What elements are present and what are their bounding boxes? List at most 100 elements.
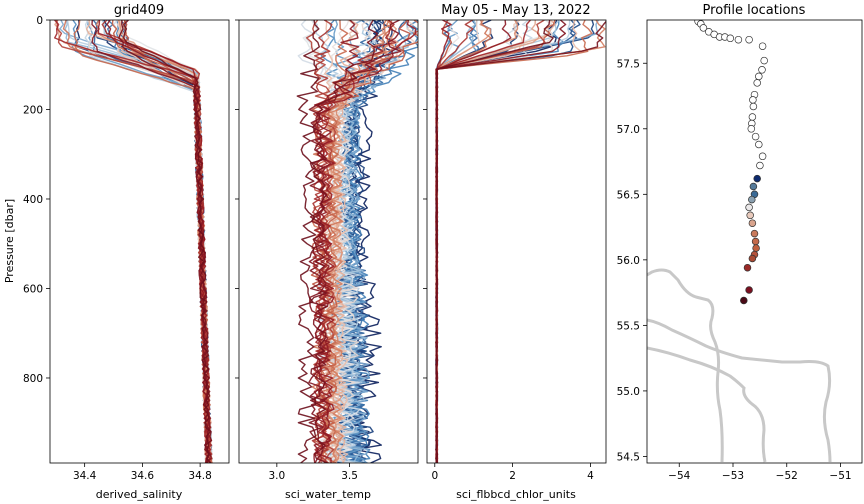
profile-location-marker [745,203,753,212]
profile-line [435,20,582,463]
profile-line [435,20,519,463]
profile-line [435,20,480,463]
y-tick-label: 800 [23,373,43,385]
profile-location-marker [749,102,758,111]
map-panel: −54 −53 −52 −51 54.5 55.0 55.5 56.0 56.5 57.0 57.… [617,3,863,482]
y-tick-label: 57.0 [617,124,640,136]
profile-location-marker [751,237,760,246]
profile-location-marker [748,195,756,204]
x-tick-label: 3.0 [268,470,285,482]
profile-location-marker [745,35,753,44]
profile-line [435,20,460,463]
y-tick-label: 54.5 [617,451,640,463]
profile-location-marker [752,244,760,252]
profile-location-marker [753,79,761,87]
profile-location-marker [748,219,757,227]
profile-location-marker [755,72,763,81]
profile-line [435,20,479,463]
chlorophyll-profiles [435,20,606,463]
chlorophyll-xticks: 0 2 4 [431,463,594,482]
profile-location-marker [749,96,757,104]
y-tick-label: 400 [23,194,43,206]
x-tick-label: 4 [587,470,594,482]
profile-location-marker [743,263,752,272]
temperature-panel: 3.0 3.5 sci_water_temp [235,19,419,501]
temperature-x-label: sci_water_temp [285,488,371,501]
x-tick-label: 34.4 [73,470,97,482]
profile-location-marker [756,161,764,170]
salinity-axes-frame [49,19,230,464]
profile-location-marker [746,211,754,220]
x-tick-label: −51 [829,470,851,482]
chlorophyll-ytick-marks [423,19,427,379]
x-tick-label: 34.6 [131,470,155,482]
profile-line [296,20,320,463]
profile-line [435,20,595,463]
temperature-profiles [296,20,418,463]
x-tick-label: −54 [668,470,690,482]
profile-line [435,20,599,463]
profile-line [435,20,474,463]
profile-line [435,20,531,463]
profile-location-marker [753,174,761,183]
profile-line [435,20,477,463]
profile-location-marker [748,113,757,121]
x-tick-label: 2 [509,470,516,482]
profile-line [309,20,379,463]
profile-location-marker [758,66,766,74]
map-axes-frame [646,19,863,464]
profile-line [435,20,606,463]
salinity-x-label: derived_salinity [96,488,183,501]
profile-line [324,20,374,463]
contour-line-shelf [647,346,767,463]
y-tick-label: 56.0 [617,255,640,267]
pressure-yticks: 0 200 400 600 800 [23,15,50,385]
profile-line [435,20,606,463]
profile-line [435,20,524,463]
profile-line [435,20,567,463]
profile-line [435,20,558,463]
profile-line [435,20,494,463]
profile-line [435,20,581,463]
profile-line [435,20,565,463]
profile-location-marker [740,296,748,305]
profile-location-points [694,20,768,305]
profile-line [435,20,492,463]
profile-line [118,20,213,463]
profile-line [122,20,212,463]
x-tick-label: 3.5 [341,470,358,482]
profile-location-marker [758,152,767,161]
y-tick-label: 55.0 [617,386,640,398]
profile-line [435,20,517,463]
profile-location-marker [755,140,763,149]
profile-line [435,20,492,463]
temperature-axes-frame [238,19,419,464]
salinity-panel-title: grid409 [114,3,164,18]
profile-location-marker [726,34,735,43]
profile-line [435,20,520,463]
y-tick-label: 600 [23,283,43,295]
x-tick-label: 0 [431,470,438,482]
profile-location-marker [734,35,743,44]
profile-location-marker [749,182,758,191]
salinity-panel: 34.4 34.6 34.8 0 200 400 600 800 grid409 deriv… [3,3,230,501]
y-tick-label: 56.5 [617,189,640,201]
date-range-title: May 05 - May 13, 2022 [441,3,590,18]
profile-line [435,20,540,463]
profile-line [435,20,552,463]
profile-location-marker [751,132,760,141]
profile-line [435,20,512,463]
latitude-yticks: 54.5 55.0 55.5 56.0 56.5 57.0 57.5 [617,58,647,463]
pressure-y-label: Pressure [dbar] [3,199,16,283]
chlorophyll-x-label: sci_flbbcd_chlor_units [456,488,576,501]
profile-line [435,20,546,463]
map-title: Profile locations [703,3,806,18]
contour-line-north [647,268,724,463]
profile-line [435,20,556,463]
profile-line [435,20,452,463]
profile-line [316,20,417,463]
x-tick-label: −52 [776,470,798,482]
profile-location-marker [758,42,767,50]
profile-location-marker [699,24,708,32]
